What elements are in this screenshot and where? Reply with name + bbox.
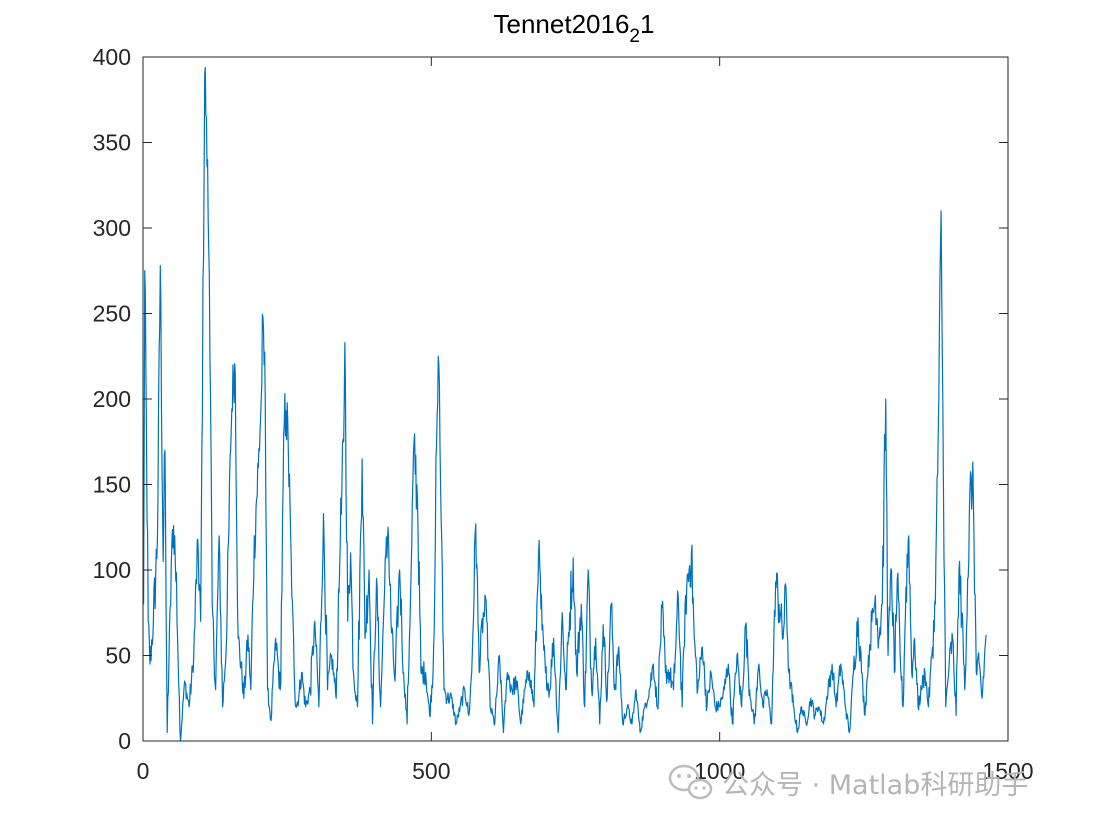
x-tick-label: 1500	[982, 758, 1033, 784]
chart-title-suffix: 1	[640, 9, 654, 39]
chart-title-main: Tennet2016	[494, 9, 630, 39]
x-tick-label: 500	[412, 758, 450, 784]
chart-title-subscript: 2	[629, 26, 640, 47]
y-tick-label: 250	[93, 301, 131, 327]
watermark: 公众号 · Matlab科研助手	[668, 764, 1028, 801]
chart-title: Tennet201621	[494, 9, 655, 47]
wechat-icon	[668, 764, 713, 800]
y-tick-label: 400	[93, 44, 131, 70]
x-tick-label: 0	[137, 758, 150, 784]
y-tick-label: 150	[93, 472, 131, 498]
y-tick-label: 0	[118, 728, 131, 754]
series-line	[142, 66, 987, 742]
y-tick-label: 50	[105, 643, 131, 669]
y-tick-label: 100	[93, 557, 131, 583]
watermark-text: 公众号 · Matlab科研助手	[722, 770, 1028, 801]
y-tick-label: 300	[93, 215, 131, 241]
y-tick-label: 200	[93, 386, 131, 412]
y-tick-label: 350	[93, 130, 131, 156]
